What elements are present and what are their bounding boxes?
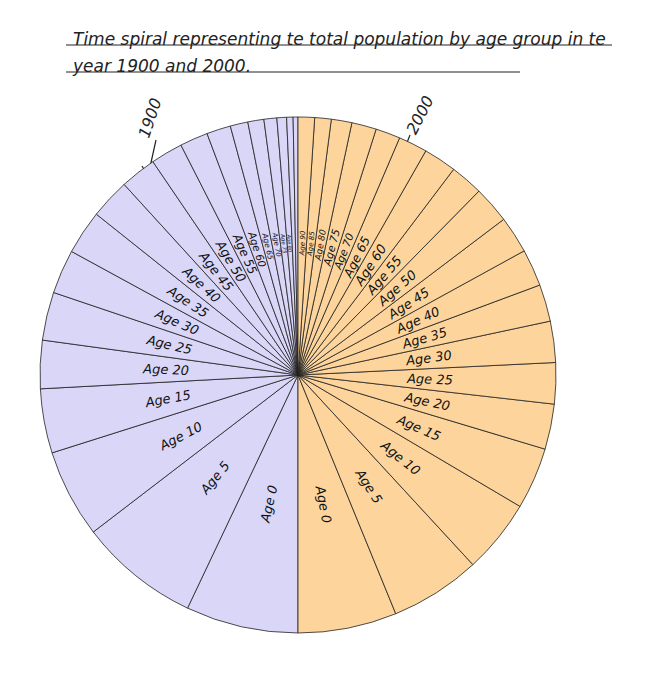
svg-text:Age 5: Age 5 [197,458,233,497]
svg-text:Age 55: Age 55 [363,252,405,298]
svg-text:Age 20: Age 20 [402,389,451,413]
svg-text:Age 25: Age 25 [406,371,453,387]
svg-text:Age 75: Age 75 [279,233,288,254]
svg-text:Age 80: Age 80 [312,228,328,262]
svg-text:Age 75: Age 75 [320,227,343,268]
svg-text:Age 25: Age 25 [145,332,194,357]
svg-text:Age 40: Age 40 [394,303,442,337]
svg-text:Age 50: Age 50 [212,237,249,285]
svg-text:Age 15: Age 15 [143,387,192,410]
svg-text:Age 70: Age 70 [270,232,283,258]
svg-text:Age 35: Age 35 [400,324,449,352]
svg-text:Age 30: Age 30 [404,348,452,369]
svg-text:Time spiral representing te to: Time spiral representing te total popula… [73,29,611,49]
svg-text:Age 0: Age 0 [257,484,280,525]
svg-text:Age 85: Age 85 [305,230,317,257]
svg-text:Age 30: Age 30 [153,306,201,339]
svg-text:Age 10: Age 10 [156,419,204,454]
svg-text:Age 65: Age 65 [260,232,276,261]
svg-text:Age 60: Age 60 [351,241,390,289]
svg-text:Age 70: Age 70 [331,231,357,272]
svg-text:Age 40: Age 40 [179,263,224,306]
svg-text:1900: 1900 [135,96,166,141]
svg-text:year 1900 and 2000.: year 1900 and 2000. [72,56,251,76]
svg-text:Age 35: Age 35 [164,283,212,321]
svg-text:Age 60: Age 60 [246,230,269,269]
svg-text:Age 5: Age 5 [352,466,385,507]
svg-text:Age 90: Age 90 [297,230,307,257]
svg-text:Age 45: Age 45 [385,284,433,322]
svg-text:Age 80: Age 80 [285,233,293,252]
svg-text:2000: 2000 [402,93,437,138]
svg-text:Age 50: Age 50 [375,267,420,309]
svg-text:Age 65: Age 65 [340,233,374,280]
svg-text:Age 0: Age 0 [312,484,334,525]
svg-text:Age 45: Age 45 [196,248,237,294]
svg-text:Age 55: Age 55 [229,231,260,277]
svg-text:Age 10: Age 10 [377,437,423,478]
svg-text:Age 20: Age 20 [142,361,189,378]
svg-text:Age 15: Age 15 [394,412,443,444]
